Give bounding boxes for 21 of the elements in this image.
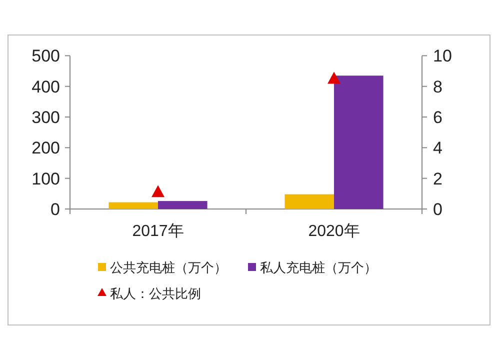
y2-tick-label: 10 bbox=[433, 46, 452, 66]
bar bbox=[334, 76, 384, 209]
legend-label: 私人充电桩（万个） bbox=[260, 261, 377, 276]
bar bbox=[108, 202, 158, 209]
y-tick-label: 0 bbox=[50, 200, 60, 219]
x-tick-label: 2017年 bbox=[132, 223, 184, 240]
bar bbox=[284, 194, 334, 209]
y-tick-label: 200 bbox=[32, 138, 60, 158]
y2-tick-label: 2 bbox=[433, 169, 442, 188]
y2-tick-label: 8 bbox=[433, 77, 442, 96]
y-tick-label: 500 bbox=[32, 46, 60, 66]
y2-tick-label: 6 bbox=[433, 108, 442, 128]
y-tick-label: 100 bbox=[32, 169, 60, 188]
bar bbox=[158, 201, 208, 209]
y2-tick-label: 0 bbox=[433, 200, 442, 219]
legend-label: 私人：公共比例 bbox=[110, 287, 201, 302]
y2-tick-label: 4 bbox=[433, 138, 442, 158]
y-tick-label: 400 bbox=[32, 77, 60, 96]
legend-label: 公共充电桩（万个） bbox=[110, 261, 227, 276]
y-tick-label: 300 bbox=[32, 108, 60, 128]
x-tick-label: 2020年 bbox=[308, 223, 360, 240]
